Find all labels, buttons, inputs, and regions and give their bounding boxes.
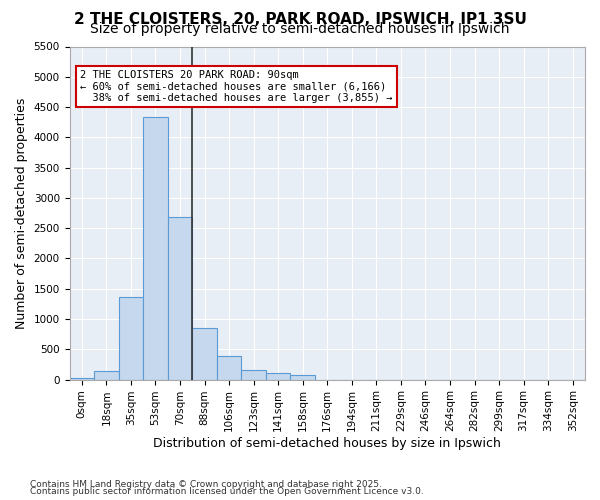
Text: Size of property relative to semi-detached houses in Ipswich: Size of property relative to semi-detach… bbox=[90, 22, 510, 36]
Bar bbox=[70, 378, 94, 380]
Bar bbox=[192, 328, 217, 380]
Bar bbox=[241, 370, 266, 380]
Bar bbox=[119, 296, 143, 380]
Bar bbox=[290, 375, 315, 380]
Text: Contains public sector information licensed under the Open Government Licence v3: Contains public sector information licen… bbox=[30, 487, 424, 496]
Text: Contains HM Land Registry data © Crown copyright and database right 2025.: Contains HM Land Registry data © Crown c… bbox=[30, 480, 382, 489]
Bar bbox=[143, 118, 168, 380]
Text: 2 THE CLOISTERS 20 PARK ROAD: 90sqm
← 60% of semi-detached houses are smaller (6: 2 THE CLOISTERS 20 PARK ROAD: 90sqm ← 60… bbox=[80, 70, 392, 103]
Bar bbox=[217, 356, 241, 380]
Bar bbox=[94, 370, 119, 380]
X-axis label: Distribution of semi-detached houses by size in Ipswich: Distribution of semi-detached houses by … bbox=[154, 437, 501, 450]
Y-axis label: Number of semi-detached properties: Number of semi-detached properties bbox=[15, 98, 28, 328]
Bar bbox=[266, 373, 290, 380]
Text: 2 THE CLOISTERS, 20, PARK ROAD, IPSWICH, IP1 3SU: 2 THE CLOISTERS, 20, PARK ROAD, IPSWICH,… bbox=[74, 12, 526, 28]
Bar bbox=[168, 218, 192, 380]
